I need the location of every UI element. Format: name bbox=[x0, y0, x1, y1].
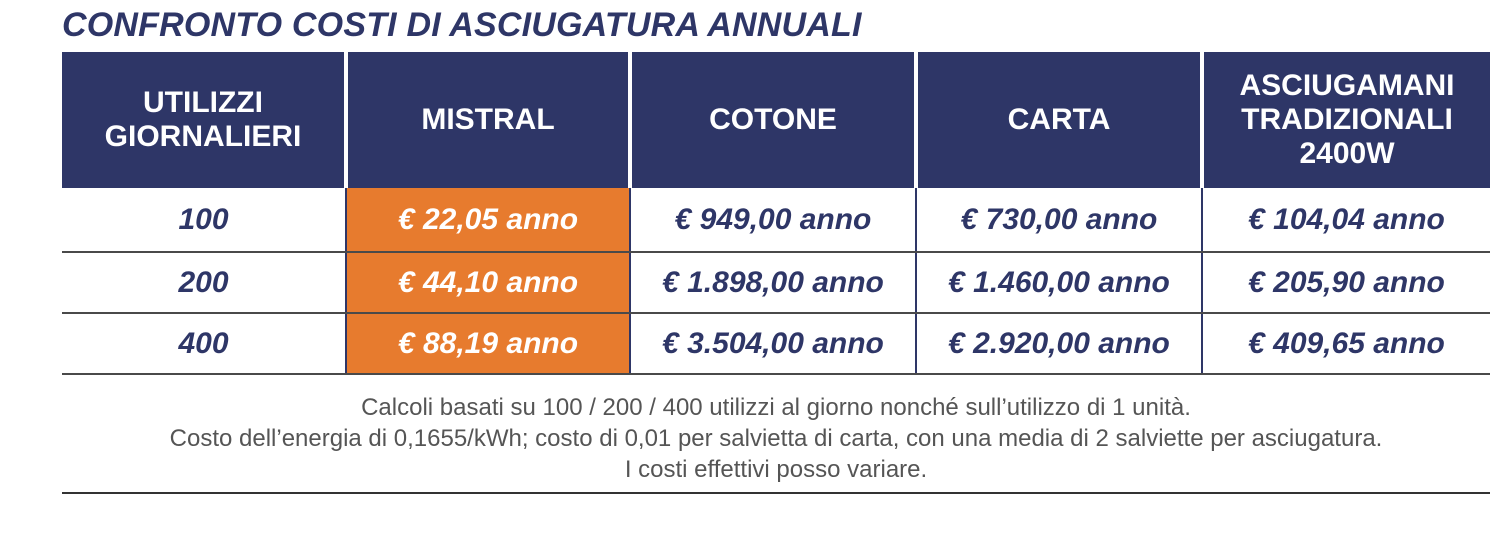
carta-cost-cell: € 2.920,00 anno bbox=[915, 313, 1202, 375]
header-traditional-dryers: ASCIUGAMANI TRADIZIONALI 2400W bbox=[1200, 52, 1490, 188]
carta-cost-cell: € 730,00 anno bbox=[915, 188, 1202, 253]
table-row: 100 € 22,05 anno € 949,00 anno € 730,00 … bbox=[62, 188, 1490, 253]
traditional-cost-cell: € 205,90 anno bbox=[1201, 252, 1490, 314]
cotone-cost-cell: € 949,00 anno bbox=[629, 188, 916, 253]
footnote-line: I costi effettivi posso variare. bbox=[624, 456, 928, 483]
mistral-cost-cell: € 44,10 anno bbox=[345, 252, 630, 314]
daily-uses-cell: 100 bbox=[62, 188, 346, 253]
traditional-cost-cell: € 409,65 anno bbox=[1201, 313, 1490, 375]
cost-comparison-table: UTILIZZI GIORNALIERI MISTRAL COTONE CART… bbox=[62, 52, 1490, 375]
page-title: CONFRONTO COSTI DI ASCIUGATURA ANNUALI bbox=[62, 6, 862, 44]
mistral-cost-cell: € 88,19 anno bbox=[345, 313, 630, 375]
footnote-line: Costo dell’energia di 0,1655/kWh; costo … bbox=[169, 425, 1383, 452]
daily-uses-cell: 400 bbox=[62, 313, 346, 375]
cotone-cost-cell: € 1.898,00 anno bbox=[629, 252, 916, 314]
table-row: 200 € 44,10 anno € 1.898,00 anno € 1.460… bbox=[62, 252, 1490, 314]
header-cotone: COTONE bbox=[628, 52, 916, 188]
header-carta: CARTA bbox=[914, 52, 1202, 188]
traditional-cost-cell: € 104,04 anno bbox=[1201, 188, 1490, 253]
header-daily-uses: UTILIZZI GIORNALIERI bbox=[62, 52, 346, 188]
footnotes: Calcoli basati su 100 / 200 / 400 utiliz… bbox=[62, 392, 1490, 485]
footnote-line: Calcoli basati su 100 / 200 / 400 utiliz… bbox=[361, 394, 1191, 421]
carta-cost-cell: € 1.460,00 anno bbox=[915, 252, 1202, 314]
bottom-divider bbox=[62, 492, 1490, 494]
table-header-row: UTILIZZI GIORNALIERI MISTRAL COTONE CART… bbox=[62, 52, 1490, 188]
header-mistral: MISTRAL bbox=[344, 52, 630, 188]
daily-uses-cell: 200 bbox=[62, 252, 346, 314]
mistral-cost-cell: € 22,05 anno bbox=[345, 188, 630, 253]
cotone-cost-cell: € 3.504,00 anno bbox=[629, 313, 916, 375]
table-row: 400 € 88,19 anno € 3.504,00 anno € 2.920… bbox=[62, 313, 1490, 375]
